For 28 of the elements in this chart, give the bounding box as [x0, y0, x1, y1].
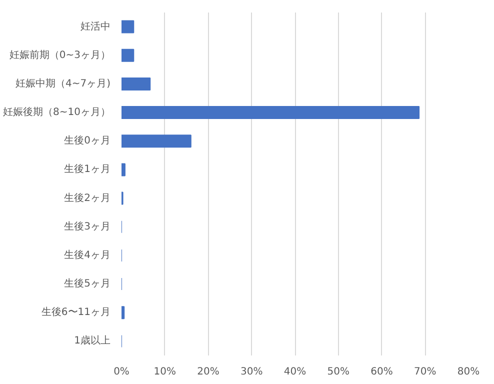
y-tick-label: 妊娠前期（0~3ヶ月） [9, 48, 111, 61]
bar [122, 106, 420, 120]
x-tick-label: 50% [327, 366, 350, 378]
x-tick-label: 60% [370, 366, 393, 378]
y-tick-label: 生後1ヶ月 [64, 163, 111, 176]
y-tick-label: 生後2ヶ月 [64, 192, 111, 204]
bar [122, 163, 126, 176]
y-tick-label: 生後0ヶ月 [64, 134, 111, 147]
y-tick-label: 妊活中 [80, 20, 110, 32]
y-tick-label: 妊娠中期（4~7ヶ月) [15, 77, 111, 90]
x-tick-label: 10% [154, 366, 176, 378]
x-tick-label: 80% [457, 366, 480, 378]
x-tick-label: 20% [197, 366, 220, 378]
x-tick-label: 40% [284, 366, 306, 378]
y-tick-label: 生後4ヶ月 [64, 248, 111, 261]
y-tick-label: 生後3ヶ月 [64, 220, 111, 232]
y-tick-label: 生後6〜11ヶ月 [41, 306, 111, 318]
bar [122, 306, 125, 320]
x-tick-label: 30% [240, 366, 263, 378]
y-tick-label: 生後5ヶ月 [64, 278, 111, 290]
y-tick-label: 妊娠後期（8~10ヶ月） [3, 106, 111, 118]
y-tick-label: 1歳以上 [74, 334, 111, 347]
bar [122, 48, 134, 62]
bar [122, 77, 151, 90]
bar [122, 20, 134, 34]
x-tick-label: 70% [414, 366, 436, 378]
x-tick-label: 0% [114, 366, 130, 378]
bar [122, 134, 192, 148]
